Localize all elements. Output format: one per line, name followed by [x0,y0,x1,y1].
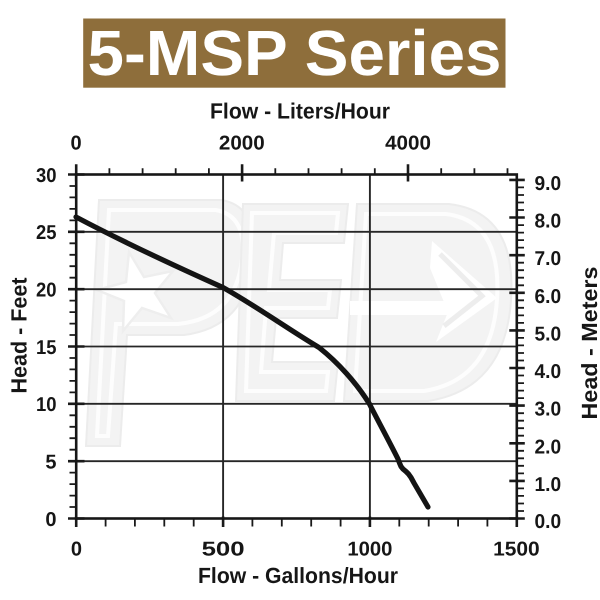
svg-text:Head - Meters: Head - Meters [577,267,600,420]
svg-text:0.0: 0.0 [535,511,562,533]
svg-text:0: 0 [71,539,82,561]
svg-text:6.0: 6.0 [535,286,562,308]
svg-text:7.0: 7.0 [535,248,562,270]
svg-text:25: 25 [36,222,57,244]
svg-text:10: 10 [36,394,57,416]
svg-text:1500: 1500 [493,539,540,561]
svg-text:5: 5 [45,452,56,474]
svg-text:Flow - Liters/Hour: Flow - Liters/Hour [210,99,390,124]
svg-text:30: 30 [36,165,57,187]
svg-text:0: 0 [45,509,56,531]
svg-text:500: 500 [202,539,245,561]
svg-text:2.0: 2.0 [535,436,562,458]
svg-text:9.0: 9.0 [535,173,562,195]
svg-text:2000: 2000 [219,133,265,155]
svg-text:Head - Feet: Head - Feet [7,277,32,394]
svg-text:15: 15 [36,337,57,359]
svg-text:5.0: 5.0 [535,323,562,345]
svg-text:20: 20 [36,280,57,302]
svg-text:1000: 1000 [347,539,392,561]
svg-text:0: 0 [70,133,81,155]
svg-text:1.0: 1.0 [535,474,562,496]
svg-text:8.0: 8.0 [535,211,562,233]
svg-text:Flow - Gallons/Hour: Flow - Gallons/Hour [198,563,398,588]
svg-text:3.0: 3.0 [535,399,562,421]
svg-text:5-MSP Series: 5-MSP Series [88,17,502,89]
svg-text:4000: 4000 [385,133,431,155]
svg-text:4.0: 4.0 [535,361,562,383]
